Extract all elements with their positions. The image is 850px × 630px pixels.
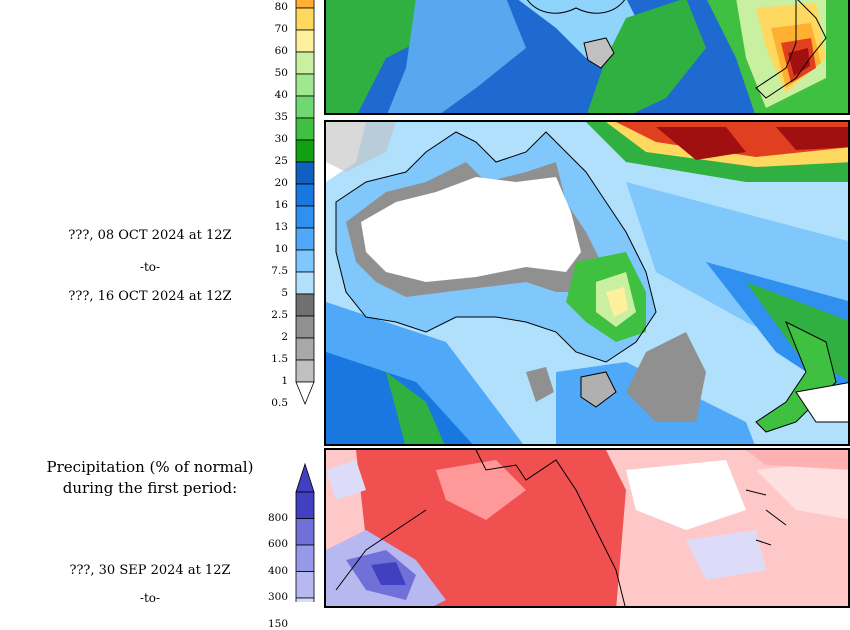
precip-map-1 — [326, 0, 848, 113]
colorbar-swatch — [295, 0, 315, 9]
anomaly-title-line1: Precipitation (% of normal) — [46, 458, 254, 476]
colorbar-swatch — [295, 73, 315, 97]
colorbar-swatch — [295, 139, 315, 163]
colorbar-swatch — [295, 315, 315, 339]
colorbar-tick-label: 70 — [274, 23, 288, 35]
colorbar-swatch — [295, 337, 315, 361]
colorbar-arrow-low — [295, 381, 315, 406]
period2-separator: -to- — [139, 260, 161, 274]
colorbar-tick-label: 60 — [274, 45, 288, 57]
colorbar-swatch — [295, 359, 315, 383]
colorbar-swatch — [295, 205, 315, 229]
colorbar-tick-label: 800 — [267, 511, 288, 524]
period3-start: ???, 30 SEP 2024 at 12Z — [69, 563, 231, 578]
colorbar-swatch — [295, 29, 315, 53]
precip-colorbar — [295, 0, 315, 406]
colorbar-tick-label: 150 — [267, 617, 288, 630]
map-panel-period-1 — [324, 0, 850, 115]
colorbar-tick-label: 1 — [281, 375, 288, 387]
period2-end: ???, 16 OCT 2024 at 12Z — [68, 289, 232, 304]
colorbar-swatch — [295, 161, 315, 185]
colorbar-arrow-high — [295, 462, 315, 493]
colorbar-swatch — [295, 491, 315, 519]
colorbar-tick-label: 20 — [274, 177, 288, 189]
colorbar-tick-label: 600 — [267, 538, 288, 550]
period3-separator: -to- — [139, 591, 161, 605]
colorbar-tick-label: 0.5 — [271, 397, 288, 409]
period2-start: ???, 08 OCT 2024 at 12Z — [68, 228, 232, 243]
colorbar-tick-label: 25 — [274, 155, 288, 167]
colorbar-tick-label: 80 — [274, 1, 288, 13]
colorbar-swatch — [295, 7, 315, 31]
anomaly-title-line2: during the first period: — [62, 479, 238, 497]
anomaly-map — [326, 450, 848, 606]
colorbar-tick-label: 10 — [274, 243, 288, 255]
colorbar-tick-label: 40 — [274, 89, 288, 101]
colorbar-tick-label: 1.5 — [271, 353, 288, 365]
precip-map-2 — [326, 122, 848, 444]
colorbar-swatch — [295, 518, 315, 546]
anomaly-colorbar — [295, 462, 315, 602]
colorbar-tick-label: 16 — [274, 199, 288, 211]
colorbar-swatch — [295, 117, 315, 141]
colorbar-tick-label: 13 — [274, 221, 288, 233]
colorbar-tick-label: 2 — [281, 331, 288, 343]
colorbar-tick-label: 7.5 — [271, 265, 288, 277]
colorbar-tick-label: 2.5 — [271, 309, 288, 321]
map-panel-anomaly — [324, 448, 850, 608]
colorbar-tick-label: 5 — [281, 287, 288, 299]
colorbar-tick-label: 400 — [267, 564, 288, 577]
colorbar-tick-label: 35 — [274, 111, 288, 123]
colorbar-swatch — [295, 95, 315, 119]
colorbar-tick-label: 30 — [274, 133, 288, 145]
colorbar-swatch — [295, 183, 315, 207]
colorbar-tick-label: 50 — [274, 67, 288, 79]
map-panel-period-2 — [324, 120, 850, 446]
colorbar-swatch — [295, 51, 315, 75]
